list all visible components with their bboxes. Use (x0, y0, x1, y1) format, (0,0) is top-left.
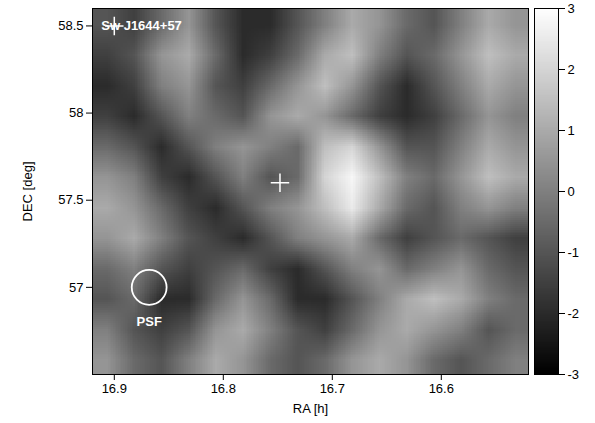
svg-text:58.5: 58.5 (58, 18, 83, 33)
svg-text:RA [h]: RA [h] (293, 401, 328, 416)
svg-text:-3: -3 (568, 367, 580, 382)
svg-text:PSF: PSF (137, 314, 162, 329)
svg-text:3: 3 (568, 1, 575, 16)
svg-text:DEC [deg]: DEC [deg] (20, 162, 35, 222)
svg-text:16.9: 16.9 (102, 381, 127, 396)
svg-text:16.6: 16.6 (429, 381, 454, 396)
svg-text:-1: -1 (568, 245, 580, 260)
svg-text:1: 1 (568, 123, 575, 138)
svg-text:0: 0 (568, 184, 575, 199)
svg-text:57.5: 57.5 (58, 192, 83, 207)
svg-text:16.8: 16.8 (211, 381, 236, 396)
svg-text:-2: -2 (568, 306, 580, 321)
svg-text:58: 58 (69, 105, 83, 120)
svg-text:57: 57 (69, 280, 83, 295)
svg-text:16.7: 16.7 (320, 381, 345, 396)
svg-text:2: 2 (568, 62, 575, 77)
svg-text:Sw J1644+57: Sw J1644+57 (101, 18, 182, 33)
